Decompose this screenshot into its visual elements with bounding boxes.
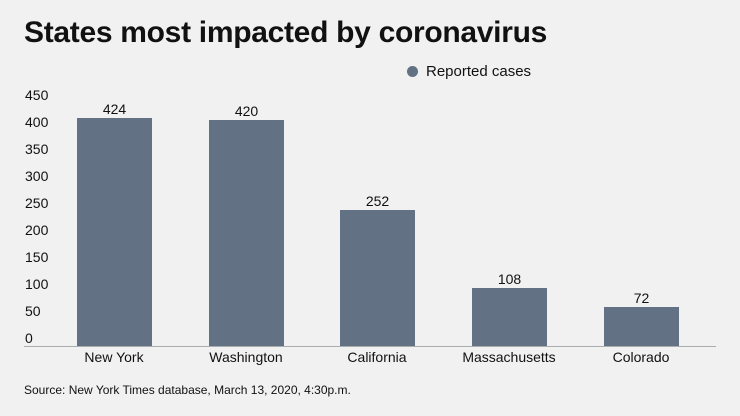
bar-new-york	[77, 118, 152, 346]
y-tick: 250	[25, 195, 49, 211]
bar-value-label: 420	[234, 103, 259, 119]
y-tick: 300	[25, 168, 49, 184]
bar-california	[340, 210, 415, 346]
source-note: Source: New York Times database, March 1…	[24, 383, 351, 397]
y-tick: 350	[25, 141, 49, 157]
y-tick: 150	[25, 249, 49, 265]
y-tick: 200	[25, 222, 49, 238]
bar-washington	[209, 120, 284, 346]
x-tick-label: California	[347, 349, 407, 365]
chart-title: States most impacted by coronavirus	[24, 16, 547, 49]
x-tick-label: Colorado	[612, 349, 670, 365]
bar-massachusetts	[472, 288, 547, 346]
bar-value-label: 108	[497, 271, 522, 287]
legend-label: Reported cases	[426, 63, 532, 80]
x-tick-label: Massachusetts	[462, 349, 556, 365]
legend: Reported cases	[407, 63, 531, 80]
bar-colorado	[604, 307, 679, 346]
x-tick-label: New York	[84, 349, 144, 365]
y-tick: 100	[25, 276, 49, 292]
bar-value-label: 424	[102, 101, 127, 117]
legend-marker-icon	[407, 66, 418, 77]
y-tick: 50	[25, 303, 41, 319]
y-tick: 400	[25, 114, 49, 130]
bar-value-label: 252	[365, 193, 390, 209]
bar-value-label: 72	[633, 290, 650, 306]
y-tick: 0	[25, 330, 33, 346]
x-tick-label: Washington	[209, 349, 283, 365]
y-tick: 450	[25, 87, 49, 103]
x-axis-line	[24, 346, 716, 347]
